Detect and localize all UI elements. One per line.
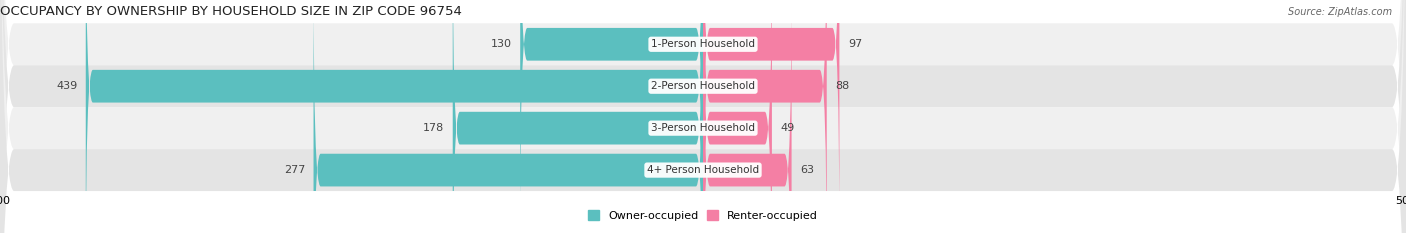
Text: 97: 97	[848, 39, 862, 49]
FancyBboxPatch shape	[314, 0, 703, 233]
FancyBboxPatch shape	[703, 0, 839, 233]
Text: 277: 277	[284, 165, 305, 175]
FancyBboxPatch shape	[86, 0, 703, 233]
FancyBboxPatch shape	[703, 0, 827, 233]
Text: 1-Person Household: 1-Person Household	[651, 39, 755, 49]
FancyBboxPatch shape	[703, 0, 792, 233]
Text: 63: 63	[800, 165, 814, 175]
Text: 88: 88	[835, 81, 849, 91]
Text: 130: 130	[491, 39, 512, 49]
Legend: Owner-occupied, Renter-occupied: Owner-occupied, Renter-occupied	[588, 210, 818, 221]
Text: 178: 178	[423, 123, 444, 133]
Text: OCCUPANCY BY OWNERSHIP BY HOUSEHOLD SIZE IN ZIP CODE 96754: OCCUPANCY BY OWNERSHIP BY HOUSEHOLD SIZE…	[0, 5, 463, 18]
FancyBboxPatch shape	[703, 0, 772, 233]
Text: 4+ Person Household: 4+ Person Household	[647, 165, 759, 175]
Text: 439: 439	[56, 81, 77, 91]
FancyBboxPatch shape	[520, 0, 703, 233]
Text: Source: ZipAtlas.com: Source: ZipAtlas.com	[1288, 7, 1392, 17]
Text: 49: 49	[780, 123, 794, 133]
Text: 2-Person Household: 2-Person Household	[651, 81, 755, 91]
FancyBboxPatch shape	[453, 0, 703, 233]
Text: 3-Person Household: 3-Person Household	[651, 123, 755, 133]
